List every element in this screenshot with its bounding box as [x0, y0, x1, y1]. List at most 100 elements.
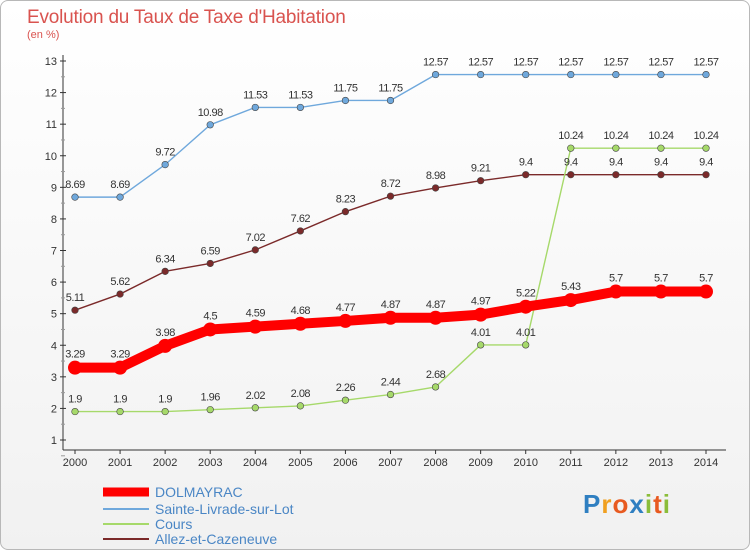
data-point — [296, 103, 304, 112]
chart-subtitle: (en %) — [27, 29, 60, 41]
data-label: 11.75 — [333, 82, 358, 94]
data-label: 8.69 — [65, 179, 85, 191]
data-point — [473, 307, 488, 322]
data-label: 4.01 — [471, 327, 491, 339]
data-point — [653, 284, 668, 299]
data-label: 4.01 — [516, 327, 536, 339]
data-label: 5.7 — [699, 273, 713, 285]
data-label: 9.4 — [564, 157, 578, 169]
x-tick-label: 2009 — [468, 457, 492, 469]
x-tick-label: 2008 — [423, 457, 447, 469]
data-point — [71, 193, 79, 201]
data-point — [116, 290, 124, 298]
data-label: 12.57 — [693, 57, 718, 69]
data-point — [522, 341, 530, 349]
data-point — [657, 70, 665, 79]
data-label: 1.9 — [68, 394, 82, 406]
x-tick-label: 2002 — [153, 457, 177, 469]
data-label: 5.43 — [561, 281, 581, 293]
data-label: 6.59 — [201, 245, 221, 257]
data-point — [161, 267, 169, 275]
data-label: 5.7 — [609, 273, 623, 285]
legend-label: Cours — [155, 516, 192, 532]
data-label: 1.9 — [113, 394, 127, 406]
y-tick-label: 9 — [51, 182, 57, 194]
data-point — [248, 319, 263, 334]
data-point — [206, 259, 214, 268]
data-label: 8.98 — [426, 170, 446, 182]
x-tick-label: 2012 — [604, 457, 628, 469]
data-label: 7.02 — [246, 232, 266, 244]
data-label: 11.53 — [243, 89, 268, 101]
data-point — [567, 144, 575, 152]
data-label: 9.4 — [519, 157, 533, 169]
data-label: 6.34 — [155, 253, 175, 265]
data-point — [431, 70, 440, 79]
data-label: 5.62 — [110, 276, 130, 288]
data-point — [161, 160, 169, 169]
data-label: 10.98 — [198, 107, 223, 119]
y-tick-label: 2 — [51, 403, 57, 415]
data-point — [702, 70, 710, 79]
data-point — [341, 396, 350, 404]
data-label: 10.24 — [648, 130, 673, 142]
data-point — [341, 208, 350, 216]
data-point — [68, 360, 82, 375]
data-point — [206, 406, 214, 414]
data-label: 9.4 — [609, 157, 623, 169]
data-point — [702, 171, 710, 179]
data-label: 5.7 — [654, 273, 668, 285]
y-tick-label: 5 — [51, 309, 57, 321]
data-point — [116, 193, 124, 201]
data-point — [251, 103, 259, 112]
data-point — [431, 383, 440, 391]
data-point — [657, 171, 665, 179]
data-label: 2.26 — [336, 382, 356, 394]
x-tick-label: 2004 — [243, 457, 267, 469]
data-label: 10.24 — [693, 130, 718, 142]
data-label: 2.08 — [291, 388, 311, 400]
data-point — [296, 227, 304, 235]
data-point — [203, 322, 218, 337]
chart-title: Evolution du Taux de Taxe d'Habitation — [27, 7, 346, 28]
x-tick-label: 2005 — [288, 457, 312, 469]
data-label: 2.44 — [381, 377, 401, 389]
y-tick-label: 3 — [51, 372, 57, 384]
data-point — [477, 341, 485, 349]
data-point — [206, 121, 214, 129]
proxiti-logo: Proxiti — [583, 489, 671, 519]
y-tick-label: 12 — [45, 88, 57, 100]
data-point — [657, 144, 665, 152]
legend-label: Sainte-Livrade-sur-Lot — [155, 501, 294, 517]
x-tick-label: 2006 — [333, 457, 357, 469]
data-point — [428, 310, 443, 325]
x-tick-label: 2013 — [649, 457, 673, 469]
y-tick-label: 7 — [51, 246, 57, 258]
data-label: 12.57 — [468, 57, 493, 69]
data-point — [518, 299, 533, 314]
data-label: 4.68 — [291, 305, 311, 317]
data-label: 8.23 — [336, 194, 356, 206]
x-tick-label: 2003 — [198, 457, 222, 469]
data-point — [431, 184, 440, 192]
data-point — [251, 404, 259, 412]
data-point — [296, 402, 304, 410]
data-label: 3.29 — [110, 349, 130, 361]
x-tick-label: 2001 — [108, 457, 132, 469]
data-point — [567, 70, 575, 79]
legend-label: Allez-et-Cazeneuve — [155, 531, 277, 547]
data-point — [699, 284, 713, 299]
data-point — [563, 293, 578, 308]
data-label: 12.57 — [558, 57, 583, 69]
x-tick-label: 2010 — [513, 457, 537, 469]
data-point — [251, 246, 259, 254]
data-point — [612, 70, 620, 79]
data-label: 1.9 — [158, 394, 172, 406]
data-label: 2.68 — [426, 369, 446, 381]
y-tick-label: 6 — [51, 277, 57, 289]
data-label: 12.57 — [513, 57, 538, 69]
y-tick-label: 13 — [45, 56, 57, 68]
data-label: 10.24 — [603, 130, 628, 142]
data-point — [158, 338, 173, 353]
data-label: 11.53 — [288, 89, 313, 101]
